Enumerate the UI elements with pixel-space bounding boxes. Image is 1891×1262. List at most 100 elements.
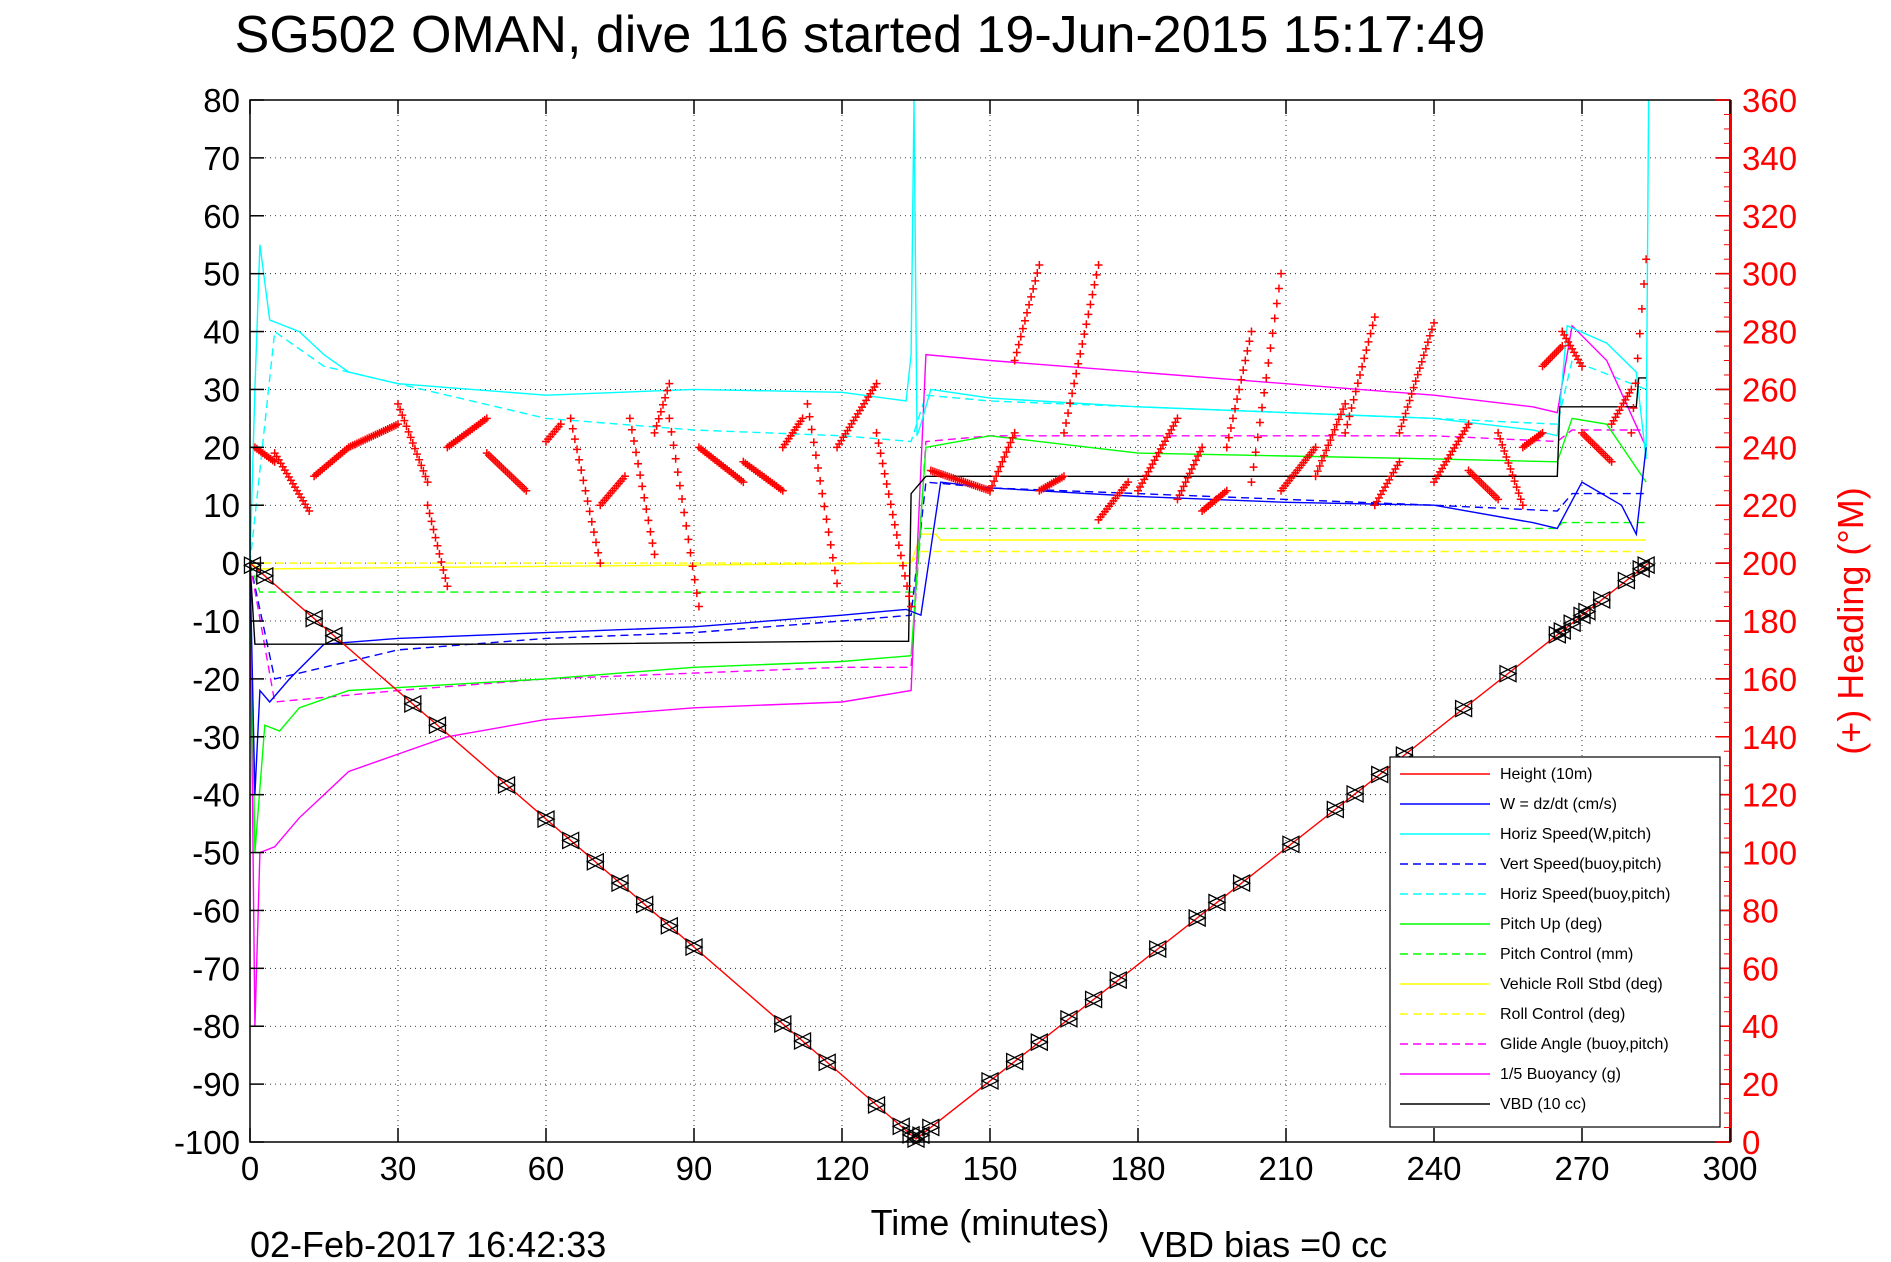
heading-point — [1090, 280, 1099, 289]
heading-point — [1326, 436, 1335, 445]
height-marker — [1084, 990, 1103, 1009]
heading-point — [1264, 358, 1273, 367]
y2-tick-label: 260 — [1742, 371, 1797, 408]
heading-point — [1343, 420, 1352, 429]
y-tick-label: 50 — [203, 256, 240, 293]
legend-label: Horiz Speed(W,pitch) — [1500, 826, 1651, 843]
heading-point — [1179, 482, 1188, 491]
legend-label: Glide Angle (buoy,pitch) — [1500, 1036, 1669, 1053]
chart-title: SG502 OMAN, dive 116 started 19-Jun-2015… — [235, 6, 1486, 64]
heading-point — [1062, 418, 1071, 427]
heading-point — [1033, 268, 1042, 277]
heading-point — [522, 486, 531, 495]
heading-point — [435, 549, 444, 558]
heading-layer — [250, 255, 1651, 611]
heading-point — [654, 414, 663, 423]
y-tick-label: -50 — [192, 835, 240, 872]
y2-tick-label: 240 — [1742, 429, 1797, 466]
y2-tick-label: 200 — [1742, 545, 1797, 582]
heading-point — [620, 472, 629, 481]
heading-point — [1243, 346, 1252, 355]
y2-tick-label: 140 — [1742, 719, 1797, 756]
heading-point — [1080, 330, 1089, 339]
heading-point — [627, 425, 636, 434]
heading-point — [423, 478, 432, 487]
height-marker — [1029, 1033, 1048, 1052]
y-tick-label: -10 — [192, 603, 240, 640]
heading-point — [305, 507, 314, 516]
footer-vbd-bias: VBD bias =0 cc — [1140, 1224, 1387, 1262]
legend-label: Height (10m) — [1500, 766, 1592, 783]
heading-point — [1262, 373, 1271, 382]
series-line-pitch-up-deg — [249, 417, 1647, 853]
height-marker — [1616, 571, 1636, 590]
heading-point — [1370, 313, 1379, 322]
heading-point — [1419, 351, 1428, 360]
heading-point — [1358, 362, 1367, 371]
heading-point — [402, 422, 411, 431]
heading-point — [636, 471, 645, 480]
heading-point — [1330, 425, 1339, 434]
heading-point — [805, 412, 814, 421]
x-tick-label: 240 — [1406, 1150, 1461, 1187]
heading-point — [1173, 414, 1182, 423]
heading-point — [587, 517, 596, 526]
height-marker — [585, 852, 604, 871]
x-tick-label: 210 — [1258, 1150, 1313, 1187]
heading-point — [1353, 379, 1362, 388]
heading-point — [1004, 443, 1013, 452]
heading-point — [1255, 418, 1264, 427]
heading-point — [688, 562, 697, 571]
heading-point — [1272, 299, 1281, 308]
heading-point — [1235, 385, 1244, 394]
height-marker — [1345, 784, 1364, 803]
heading-point — [1251, 448, 1260, 457]
y2-tick-label: 180 — [1742, 603, 1797, 640]
heading-point — [1082, 320, 1091, 329]
heading-point — [1088, 290, 1097, 299]
height-marker — [891, 1117, 910, 1136]
heading-point — [1173, 495, 1182, 504]
y-tick-label: 0 — [222, 545, 240, 582]
heading-point — [1423, 338, 1432, 347]
height-marker — [1370, 765, 1389, 784]
heading-point — [1627, 428, 1636, 437]
heading-point — [1247, 478, 1256, 487]
heading-point — [811, 451, 820, 460]
height-marker — [980, 1071, 999, 1090]
heading-point — [1341, 428, 1350, 437]
y-tick-label: 30 — [203, 371, 240, 408]
heading-point — [1518, 501, 1527, 510]
heading-point — [433, 541, 442, 550]
heading-point — [1094, 260, 1103, 269]
heading-point — [816, 476, 825, 485]
heading-point — [1084, 310, 1093, 319]
height-marker — [1108, 971, 1127, 990]
heading-point — [1430, 318, 1438, 327]
heading-point — [1027, 292, 1036, 301]
heading-point — [644, 516, 653, 525]
heading-point — [568, 424, 577, 433]
heading-point — [648, 539, 657, 548]
y-tick-label: -40 — [192, 777, 240, 814]
heading-point — [673, 468, 682, 477]
heading-point — [566, 414, 575, 423]
x-tick-label: 30 — [380, 1150, 417, 1187]
heading-point — [890, 520, 899, 529]
heading-point — [803, 399, 812, 408]
heading-point — [1415, 364, 1424, 373]
y2-tick-label: 0 — [1742, 1124, 1760, 1161]
heading-point — [1222, 486, 1231, 495]
height-marker — [243, 556, 262, 575]
heading-point — [818, 489, 827, 498]
heading-point — [1258, 403, 1267, 412]
heading-point — [996, 462, 1005, 471]
heading-point — [1409, 383, 1418, 392]
legend-label: Roll Control (deg) — [1500, 1006, 1625, 1023]
heading-point — [415, 455, 424, 464]
heading-point — [1349, 395, 1358, 404]
heading-point — [1500, 446, 1509, 455]
heading-point — [1315, 461, 1324, 470]
heading-point — [406, 433, 415, 442]
